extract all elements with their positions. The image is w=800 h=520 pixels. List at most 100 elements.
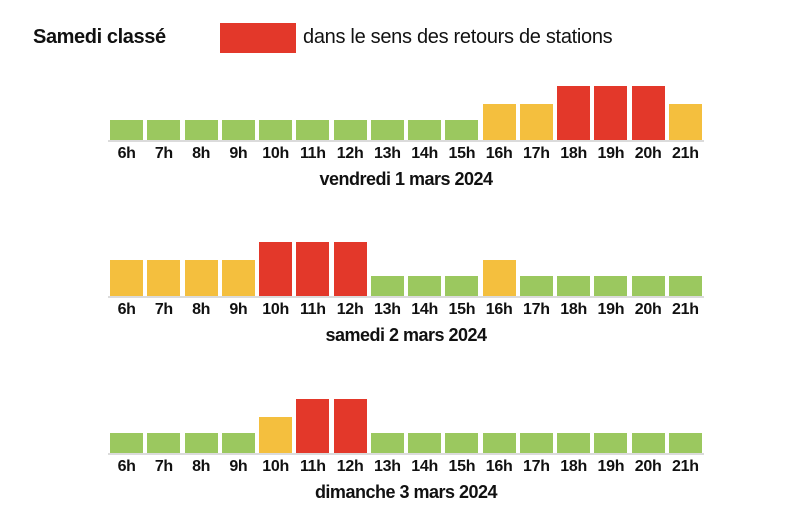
bar-cell-16h xyxy=(481,240,518,296)
hour-label: 17h xyxy=(523,301,550,318)
bar-cell-15h xyxy=(443,84,480,140)
hour-label: 11h xyxy=(299,145,326,162)
bar-cell-12h xyxy=(332,240,369,296)
hour-bar xyxy=(408,120,442,140)
hour-bar xyxy=(445,276,479,296)
hour-bar xyxy=(557,276,591,296)
hour-label: 13h xyxy=(374,301,401,318)
hour-label: 12h xyxy=(336,458,364,475)
hour-bar xyxy=(110,120,144,140)
hour-bar xyxy=(408,433,442,453)
hour-bar xyxy=(333,242,367,296)
legend-title: Samedi classé xyxy=(33,26,166,48)
hour-label: 10h xyxy=(262,458,289,475)
hour-bar xyxy=(557,433,591,453)
hour-label: 20h xyxy=(634,458,662,475)
bar-cell-19h xyxy=(592,240,629,296)
hour-bar xyxy=(259,242,293,296)
bars-row xyxy=(108,84,704,142)
bar-cell-13h xyxy=(369,397,406,453)
hour-bar xyxy=(668,276,702,296)
hour-label: 19h xyxy=(597,301,625,318)
hour-bar xyxy=(333,120,367,140)
bar-cell-14h xyxy=(406,240,443,296)
bar-cell-15h xyxy=(443,240,480,296)
hour-label: 14h xyxy=(411,145,438,162)
bar-cell-6h xyxy=(108,240,145,296)
hour-label: 20h xyxy=(634,301,662,318)
hour-bar xyxy=(110,260,144,296)
hour-label: 21h xyxy=(672,458,699,475)
hour-bar xyxy=(594,86,628,140)
hour-bar xyxy=(110,433,144,453)
bar-cell-7h xyxy=(145,240,182,296)
hour-label: 10h xyxy=(262,301,289,318)
bar-cell-17h xyxy=(518,397,555,453)
hour-label: 12h xyxy=(336,301,364,318)
bar-cell-6h xyxy=(108,397,145,453)
hour-label: 6h xyxy=(117,301,136,318)
hour-bar xyxy=(370,433,404,453)
hour-bar xyxy=(594,433,628,453)
hour-bar xyxy=(482,433,516,453)
hour-label: 19h xyxy=(597,145,625,162)
hour-label: 14h xyxy=(411,458,438,475)
hour-label: 17h xyxy=(523,145,550,162)
legend-red-swatch xyxy=(220,23,296,53)
bar-cell-12h xyxy=(332,397,369,453)
hour-bar xyxy=(519,276,553,296)
hour-label: 21h xyxy=(672,145,699,162)
hour-bar xyxy=(147,260,181,296)
hour-label: 6h xyxy=(117,458,136,475)
bar-cell-13h xyxy=(369,240,406,296)
bar-cell-21h xyxy=(667,240,704,296)
bar-cell-9h xyxy=(220,84,257,140)
bars-row xyxy=(108,240,704,298)
hour-label: 6h xyxy=(117,145,136,162)
hour-bar xyxy=(631,276,665,296)
hour-label: 9h xyxy=(229,458,248,475)
bar-cell-11h xyxy=(294,240,331,296)
hour-label: 8h xyxy=(192,145,211,162)
bar-cell-7h xyxy=(145,84,182,140)
hour-bar xyxy=(184,120,218,140)
bar-cell-14h xyxy=(406,397,443,453)
bar-cell-11h xyxy=(294,397,331,453)
chart-samedi-2-mars: 6h 7h 8h 9h 10h 11h 12h 13h 14h 15h 16h 17h 18h 19h 20… xyxy=(108,240,704,346)
hour-label: 17h xyxy=(523,458,550,475)
hour-label: 11h xyxy=(299,458,326,475)
hour-label: 8h xyxy=(192,458,211,475)
hour-label: 21h xyxy=(672,301,699,318)
hour-label: 13h xyxy=(374,458,401,475)
hour-bar xyxy=(259,120,293,140)
hours-row: 6h 7h 8h 9h 10h 11h 12h 13h 14h 15h 16h 17h 18h 19h 20… xyxy=(108,300,704,320)
hour-label: 7h xyxy=(154,301,173,318)
bar-cell-20h xyxy=(630,84,667,140)
hour-bar xyxy=(519,433,553,453)
bar-cell-17h xyxy=(518,84,555,140)
bar-cell-8h xyxy=(183,397,220,453)
hour-bar xyxy=(631,86,665,140)
bar-cell-20h xyxy=(630,240,667,296)
hour-bar xyxy=(147,120,181,140)
hour-label: 20h xyxy=(634,145,662,162)
hour-bar xyxy=(445,433,479,453)
hour-label: 13h xyxy=(374,145,401,162)
hour-bar xyxy=(445,120,479,140)
bar-cell-11h xyxy=(294,84,331,140)
hour-label: 16h xyxy=(485,458,513,475)
hour-bar xyxy=(482,104,516,140)
hour-bar xyxy=(221,120,255,140)
hour-bar xyxy=(557,86,591,140)
hours-row: 6h 7h 8h 9h 10h 11h 12h 13h 14h 15h 16h 17h 18h 19h 20… xyxy=(108,144,704,164)
hour-label: 16h xyxy=(485,301,513,318)
bar-cell-9h xyxy=(220,240,257,296)
bar-cell-12h xyxy=(332,84,369,140)
hour-label: 15h xyxy=(448,458,476,475)
bar-cell-14h xyxy=(406,84,443,140)
hour-label: 8h xyxy=(192,301,211,318)
hour-bar xyxy=(184,260,218,296)
bar-cell-13h xyxy=(369,84,406,140)
hour-label: 18h xyxy=(560,145,587,162)
hour-bar xyxy=(370,120,404,140)
